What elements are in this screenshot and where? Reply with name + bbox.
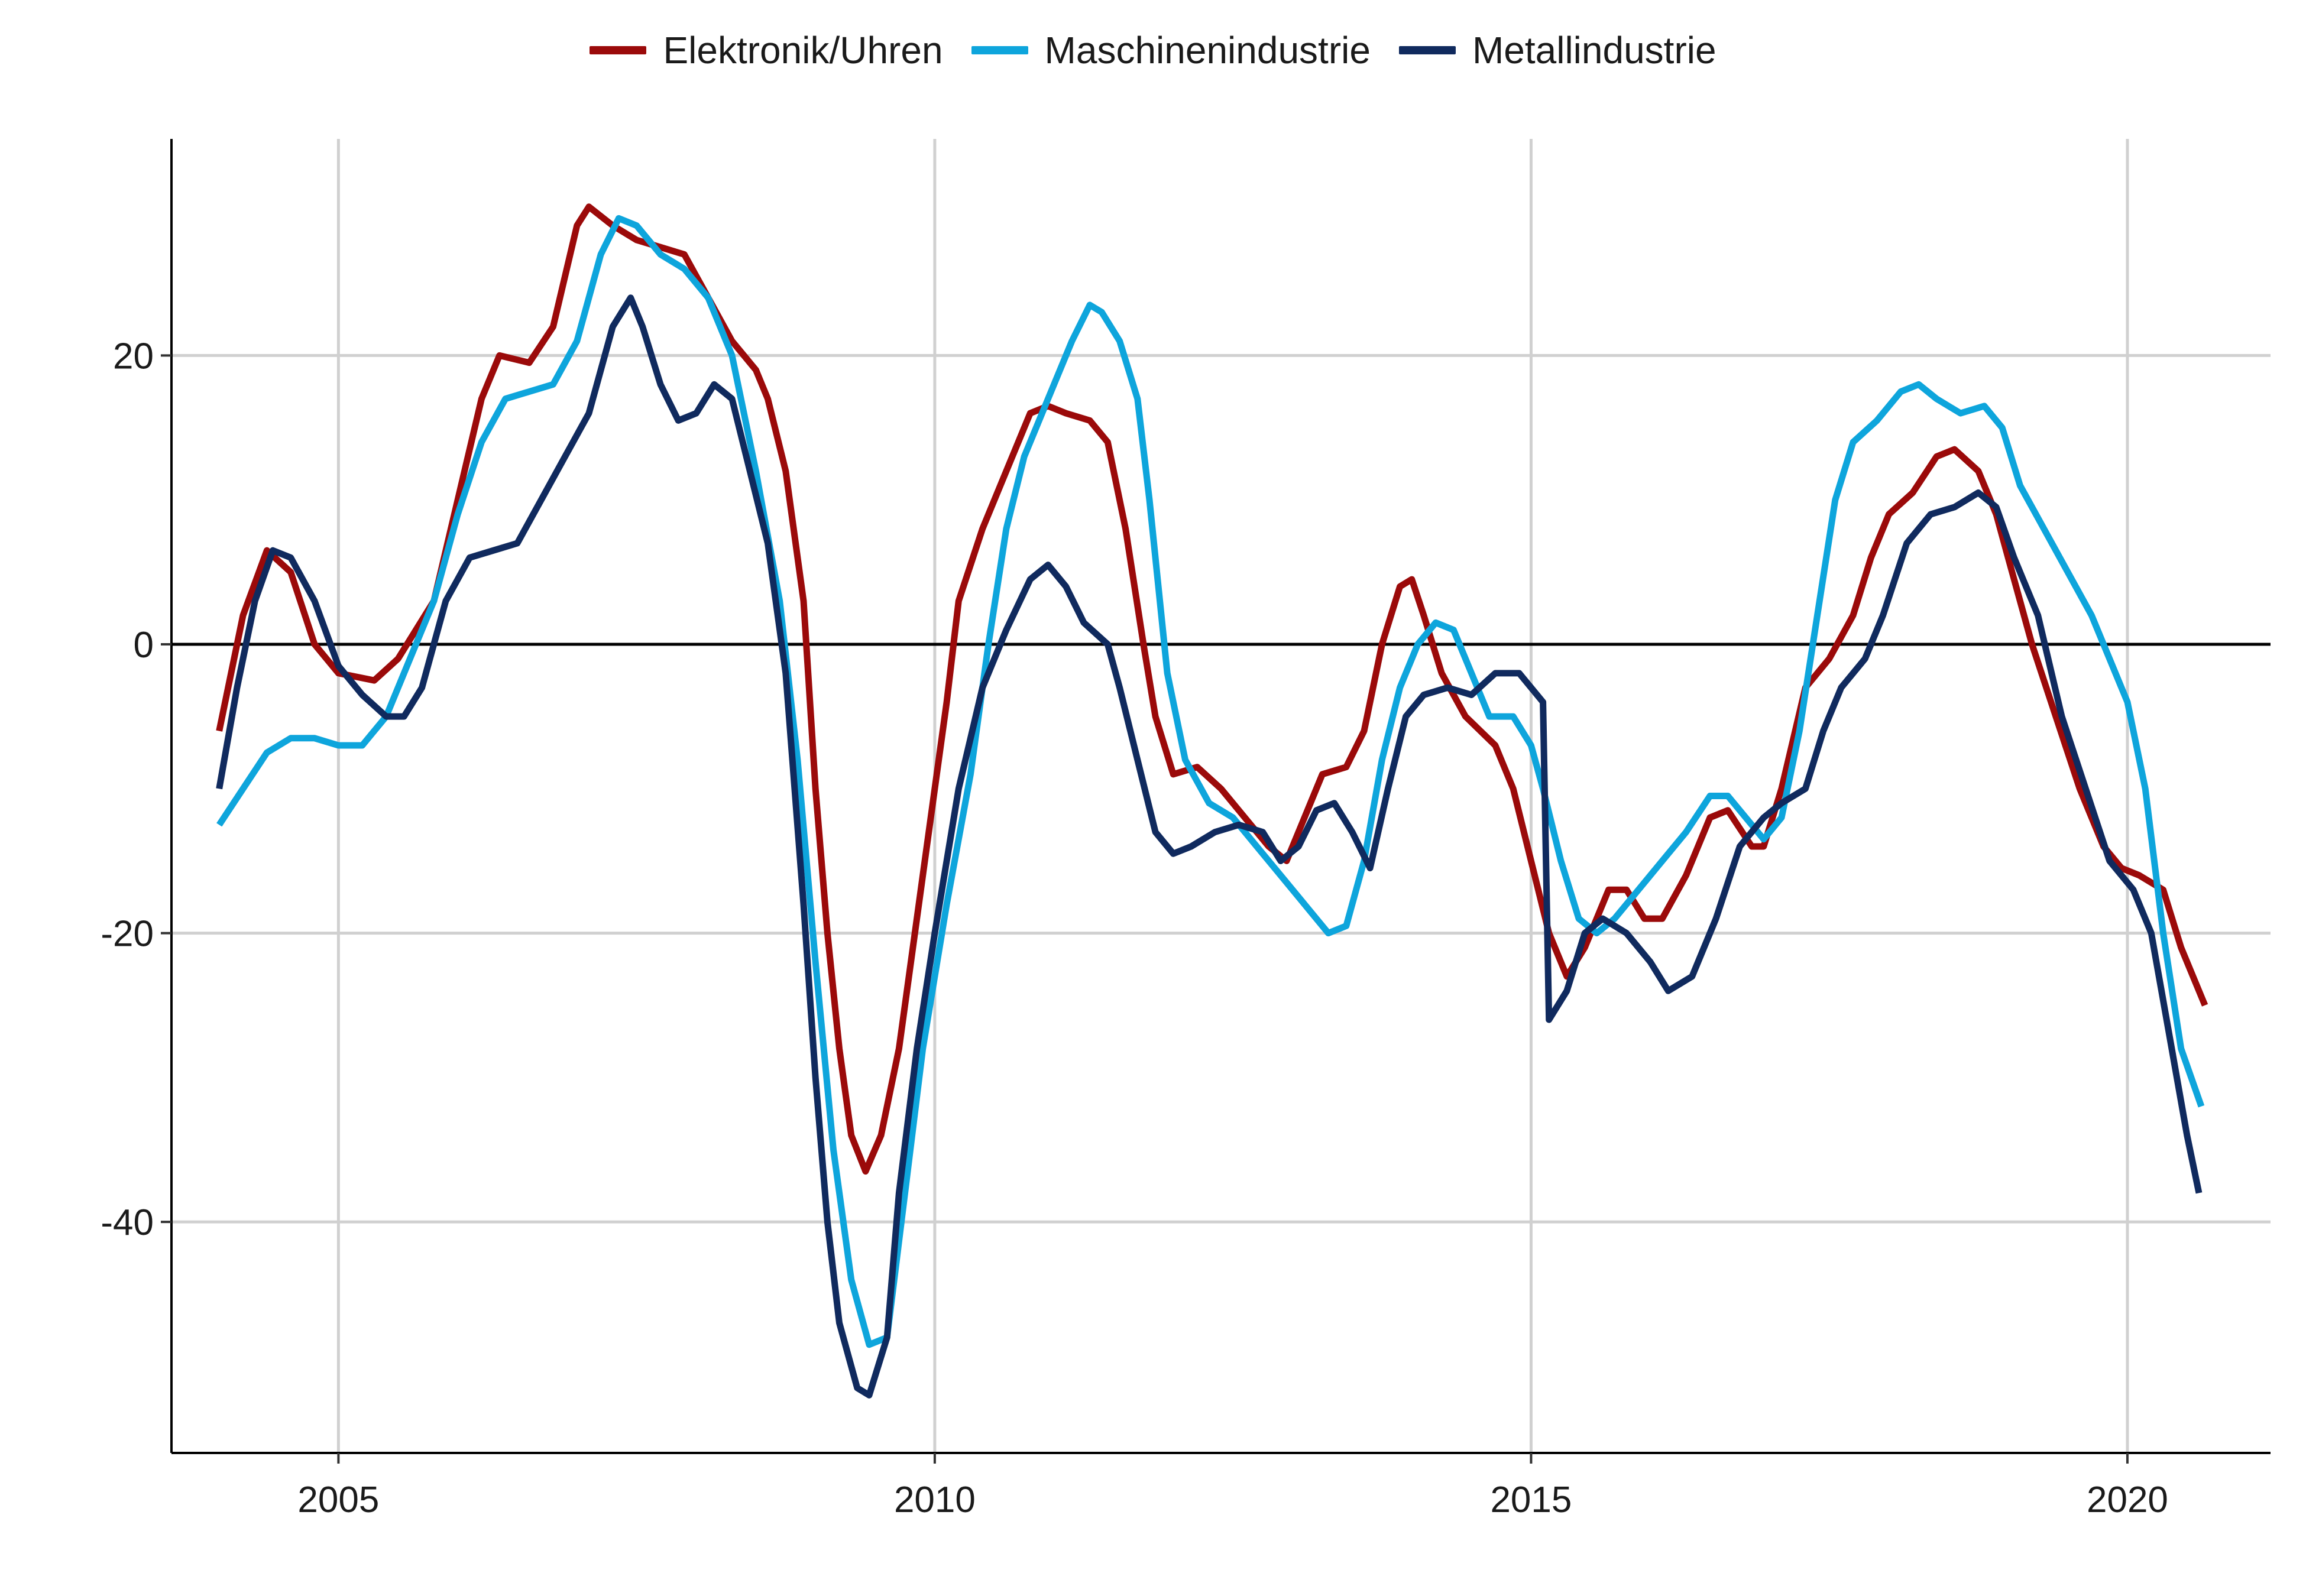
y-tick-label--20: -20: [101, 914, 154, 955]
x-tick-label-2020: 2020: [2087, 1480, 2168, 1520]
grid-lines: [171, 139, 2271, 1453]
legend-swatch-maschinenindustrie: [971, 46, 1028, 54]
y-tick-label--40: -40: [101, 1202, 154, 1243]
axes: [161, 139, 2271, 1464]
legend-label-maschinenindustrie: Maschinenindustrie: [1044, 29, 1371, 72]
legend-swatch-metallindustrie: [1398, 46, 1456, 54]
series-line-elektronik-uhren: [216, 203, 2208, 1175]
legend-item-maschinenindustrie: Maschinenindustrie: [971, 28, 1371, 72]
y-tick-label-0: 0: [134, 625, 154, 666]
legend-label-metallindustrie: Metallindustrie: [1472, 29, 1716, 72]
legend-swatch-elektronik-uhren: [590, 46, 647, 54]
x-tick-label-2005: 2005: [297, 1480, 379, 1520]
legend-item-elektronik-uhren: Elektronik/Uhren: [590, 28, 943, 72]
series-line-maschinenindustrie: [216, 215, 2205, 1348]
series-lines: [216, 203, 2208, 1399]
x-tick-label-2010: 2010: [894, 1480, 976, 1520]
x-tick-label-2015: 2015: [1490, 1480, 1572, 1520]
tick-labels: 2005 2010 2015 2020 -40 -20 0 20: [101, 336, 2168, 1520]
legend-label-elektronik-uhren: Elektronik/Uhren: [663, 29, 943, 72]
series-line-metallindustrie: [216, 294, 2203, 1399]
y-tick-label-20: 20: [113, 336, 154, 377]
legend-item-metallindustrie: Metallindustrie: [1398, 28, 1716, 72]
legend: Elektronik/Uhren Maschinenindustrie Meta…: [0, 28, 2306, 72]
